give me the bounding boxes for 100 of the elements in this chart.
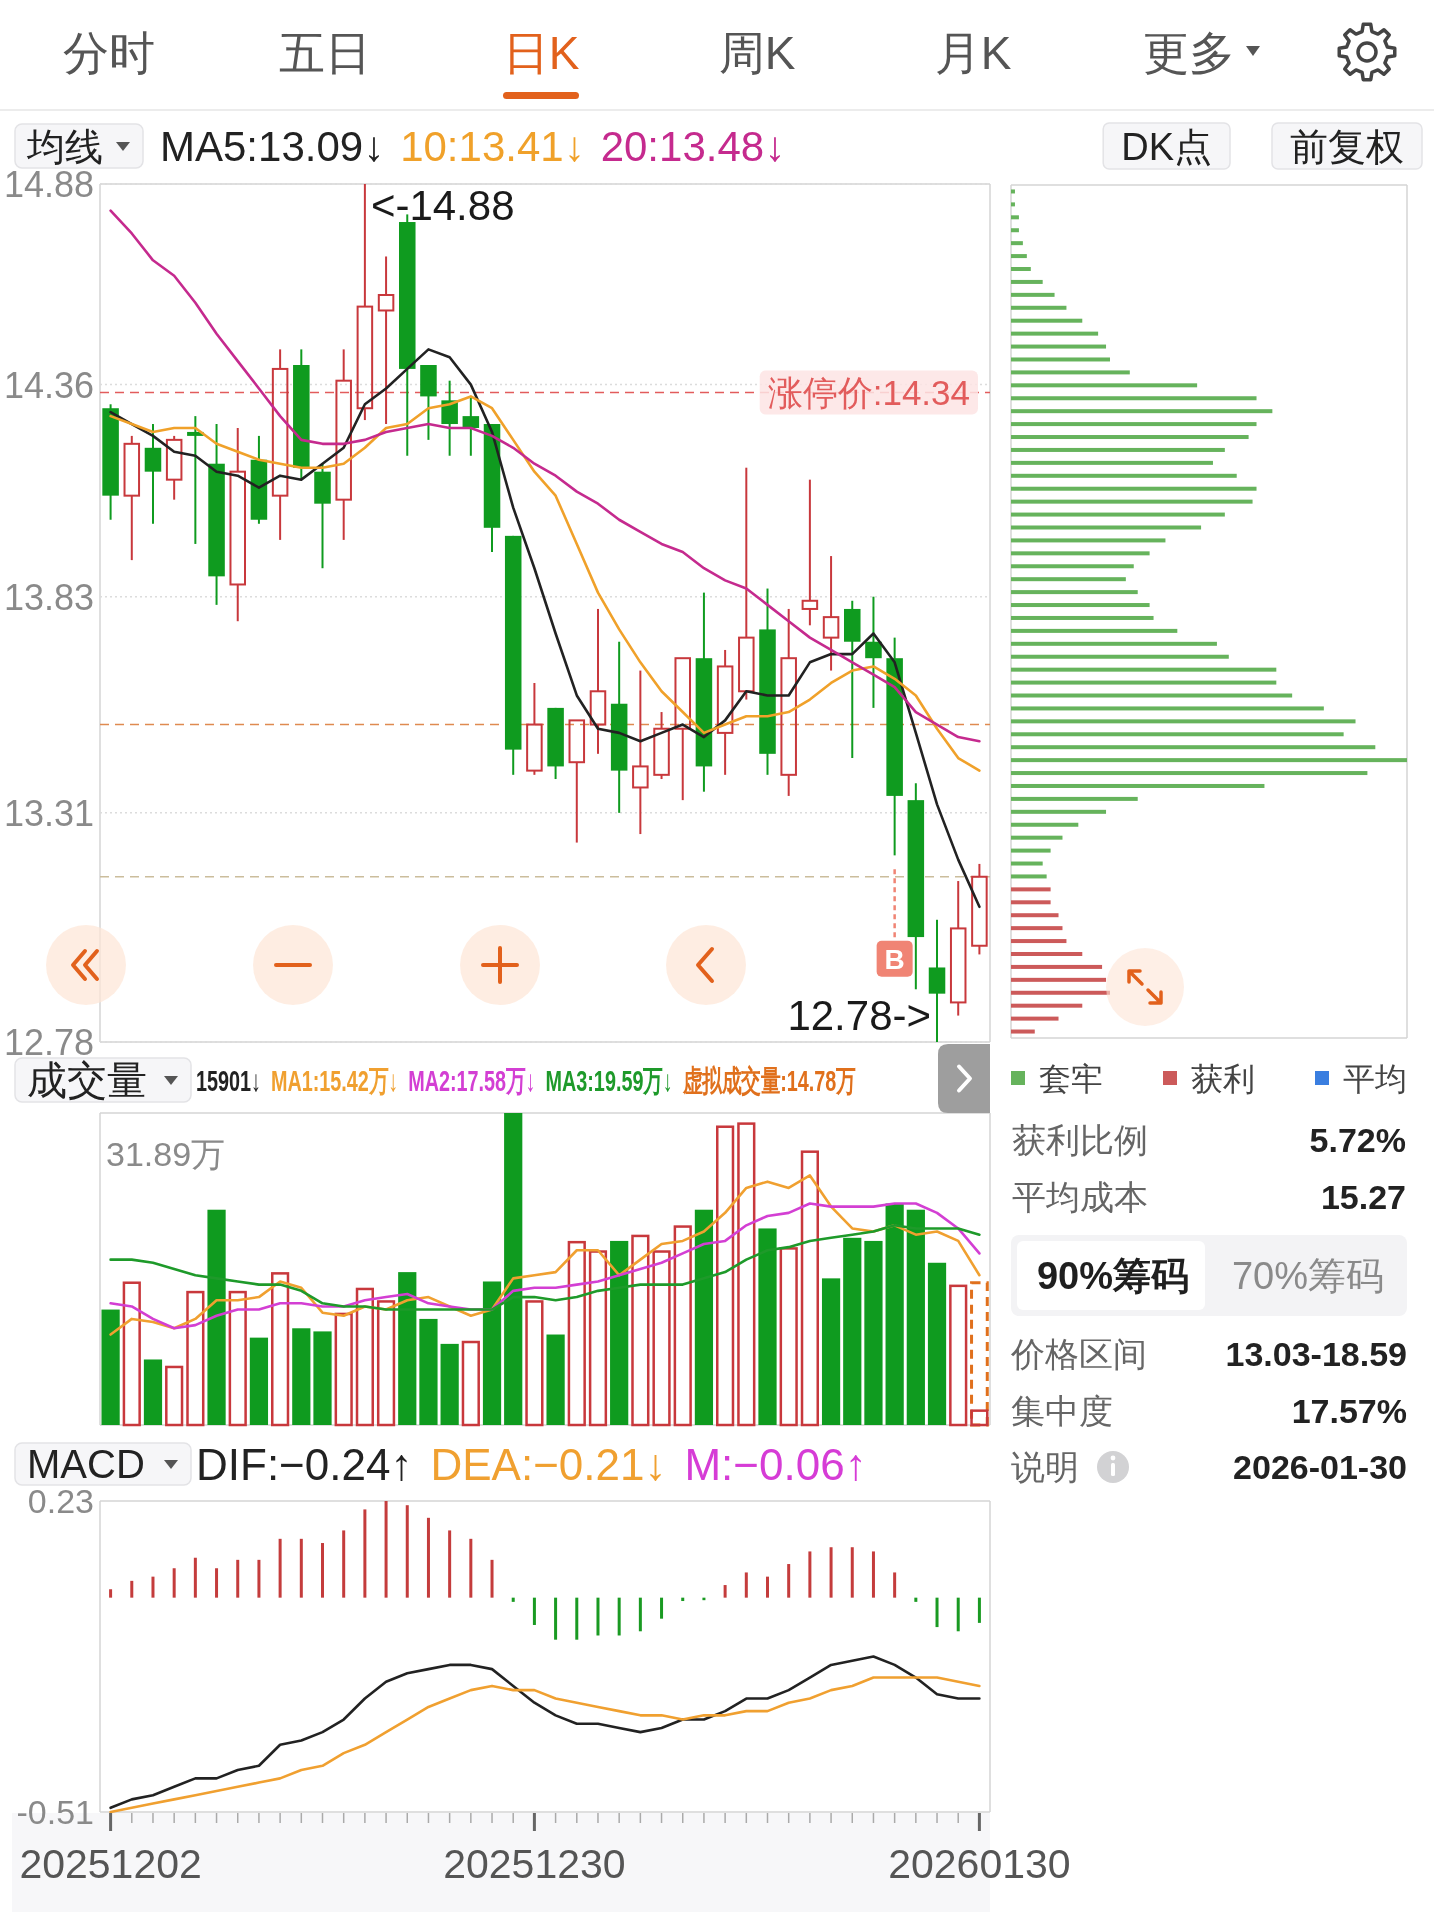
bar [186, 1290, 205, 1427]
bar [1011, 964, 1103, 969]
bar [716, 1125, 735, 1427]
dropdown-label: 成交量 [27, 1058, 147, 1103]
tab-label: 更多 [1143, 26, 1235, 79]
bar [864, 1240, 883, 1425]
bar [617, 1597, 621, 1636]
bar [1011, 564, 1134, 569]
bar [673, 1225, 692, 1427]
legend-label: 平均 [1343, 1060, 1407, 1097]
bar [355, 1287, 374, 1427]
bar [313, 1331, 332, 1425]
bar [1011, 667, 1277, 672]
bar [1011, 732, 1344, 737]
bar [236, 1559, 240, 1598]
x-tick-label: 20260130 [888, 1841, 1071, 1887]
bar [1011, 241, 1023, 246]
bar [1011, 486, 1257, 491]
bar [829, 1547, 833, 1598]
candlestick [568, 719, 586, 844]
bar [398, 1272, 417, 1425]
bar [949, 1284, 968, 1427]
bar [1011, 499, 1253, 504]
bar [1011, 615, 1154, 620]
annotation: 31.89万 [106, 1134, 226, 1173]
bar [1011, 654, 1229, 659]
bar [1011, 758, 1407, 763]
candlestick [441, 379, 458, 457]
bar [758, 1228, 777, 1425]
bar [1011, 990, 1110, 995]
row-value-label: 15.27 [1320, 1178, 1406, 1217]
subtitle: 15901↓ [196, 1063, 261, 1097]
bar [165, 1365, 184, 1427]
bar [1011, 1029, 1035, 1034]
candlestick [589, 607, 607, 755]
bar [1011, 628, 1178, 633]
bar [1011, 641, 1217, 646]
row-label: 说明 [1011, 1448, 1079, 1487]
bar [546, 1334, 565, 1425]
candlestick [229, 426, 246, 623]
row-value-label: 17.57% [1291, 1392, 1407, 1431]
bar [554, 1597, 558, 1640]
bar [1011, 447, 1225, 452]
bar [766, 1576, 769, 1598]
bar [1011, 809, 1107, 814]
dropdown-label: 均线 [27, 125, 103, 168]
bar [850, 1547, 854, 1598]
bar [575, 1597, 579, 1640]
bar [977, 1597, 981, 1623]
legend-label: 20:13.48↓ [600, 123, 786, 171]
bar [525, 1300, 544, 1427]
bar [1011, 292, 1055, 297]
bar [469, 1538, 473, 1598]
row-value-label: 5.72% [1309, 1121, 1406, 1160]
row-value-label: 13.03-18.59 [1225, 1335, 1407, 1374]
bar [1011, 344, 1107, 349]
row-label: 价格区间 [1011, 1335, 1147, 1374]
bar [1011, 202, 1015, 207]
bar [482, 1281, 502, 1425]
bar [1011, 926, 1063, 931]
bar [448, 1530, 452, 1598]
annotation: 12.78-> [787, 992, 931, 1039]
candlestick [716, 648, 734, 776]
bar [1011, 1016, 1059, 1021]
bar [808, 1551, 812, 1598]
bar [292, 1328, 311, 1425]
bar [1011, 577, 1126, 582]
bar [376, 1300, 396, 1427]
bar [1011, 848, 1051, 853]
bar [893, 1572, 897, 1598]
bar [1011, 783, 1265, 788]
bar [1011, 409, 1273, 414]
bar [1011, 422, 1257, 427]
legend-label: MA3:19.59万↓ [545, 1063, 673, 1097]
bar [1011, 977, 1107, 982]
bar [1011, 538, 1166, 543]
bar [426, 1517, 430, 1598]
bar [970, 1281, 989, 1427]
tick-label: 13.31 [3, 792, 94, 834]
bar [151, 1576, 155, 1598]
candlestick [144, 423, 162, 525]
bar [1011, 1003, 1083, 1008]
tick-label: -0.51 [16, 1793, 94, 1832]
bar [1011, 900, 1051, 905]
bar [1011, 796, 1138, 801]
legend-label: MA5:13.09↓ [160, 123, 385, 171]
candlestick [865, 595, 882, 709]
tab-label: 周K [718, 26, 796, 79]
bar [172, 1568, 176, 1598]
button-label: DK点 [1121, 125, 1212, 168]
bar [1011, 460, 1213, 465]
candlestick [780, 607, 797, 797]
bar [1011, 874, 1047, 879]
bar [1011, 435, 1249, 440]
bar [1011, 318, 1083, 323]
tab-label: 分时 [63, 26, 155, 79]
tick-label: 13.83 [3, 576, 94, 618]
bar [737, 1122, 756, 1427]
candlestick [632, 669, 649, 836]
bar [440, 1343, 459, 1425]
